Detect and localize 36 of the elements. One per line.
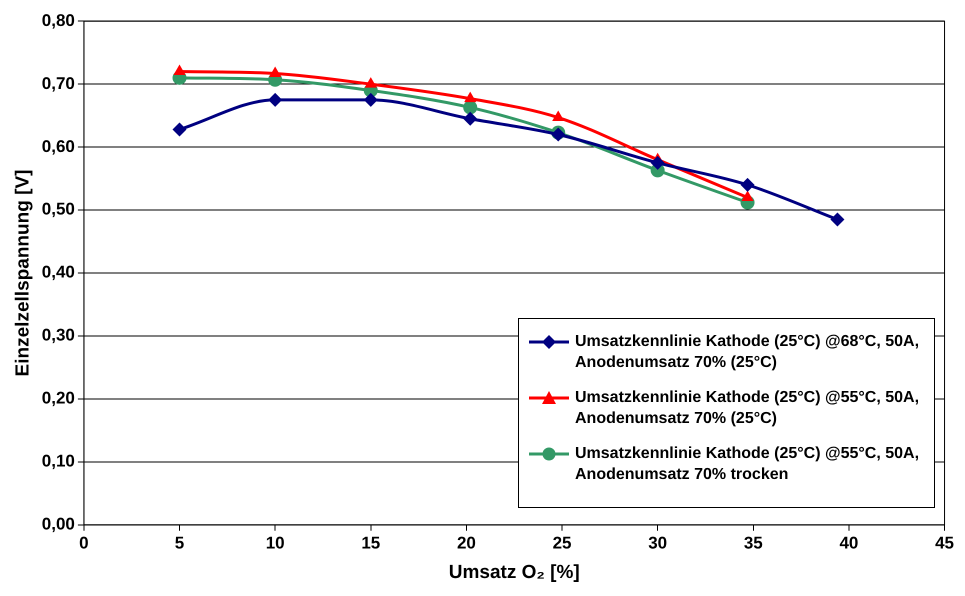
point: [364, 92, 378, 107]
y-tick-label: 0,80: [42, 10, 75, 30]
x-tick-label: 10: [266, 534, 285, 553]
y-tick-label: 0,20: [42, 388, 75, 408]
x-tick-label: 30: [648, 534, 668, 553]
point: [740, 178, 755, 192]
legend-label: Umsatzkennlinie Kathode (25°C) @55°C, 50A, Anodenumsatz 70% trocken: [575, 444, 920, 485]
x-tick-label: 20: [456, 534, 476, 553]
x-tick-label: 0: [79, 534, 89, 553]
y-axis-title: Einzelzellspannung [V]: [12, 170, 34, 376]
point: [552, 110, 564, 122]
legend-label: Umsatzkennlinie Kathode (25°C) @55°C, 50A, Anodenumsatz 70% (25°C): [575, 388, 920, 429]
point: [173, 64, 186, 76]
x-tick-label: 5: [174, 534, 184, 553]
x-tick-label: 15: [361, 534, 380, 553]
x-tick-label: 45: [935, 534, 954, 553]
point: [830, 212, 844, 226]
point: [268, 92, 282, 107]
y-tick-label: 0,00: [42, 514, 75, 534]
point: [650, 156, 665, 170]
y-tick-label: 0,10: [42, 452, 75, 471]
y-tick-label: 0,70: [42, 74, 75, 93]
x-axis-title: Umsatz O₂ [%]: [448, 562, 580, 583]
y-tick-label: 0,60: [42, 136, 75, 156]
point: [364, 77, 377, 88]
y-tick-label: 0,50: [42, 200, 75, 219]
y-tick-label: 0,30: [42, 326, 75, 345]
point: [463, 112, 478, 126]
legend-label: Umsatzkennlinie Kathode (25°C) @68°C, 50A, Anodenumsatz 70% (25°C): [575, 332, 920, 373]
point: [172, 122, 187, 136]
x-tick-label: 40: [839, 534, 858, 553]
point: [464, 92, 476, 102]
x-tick-label: 25: [552, 534, 572, 553]
y-tick-label: 0,40: [42, 262, 75, 282]
x-tick-label: 35: [744, 534, 763, 553]
point: [269, 66, 282, 77]
